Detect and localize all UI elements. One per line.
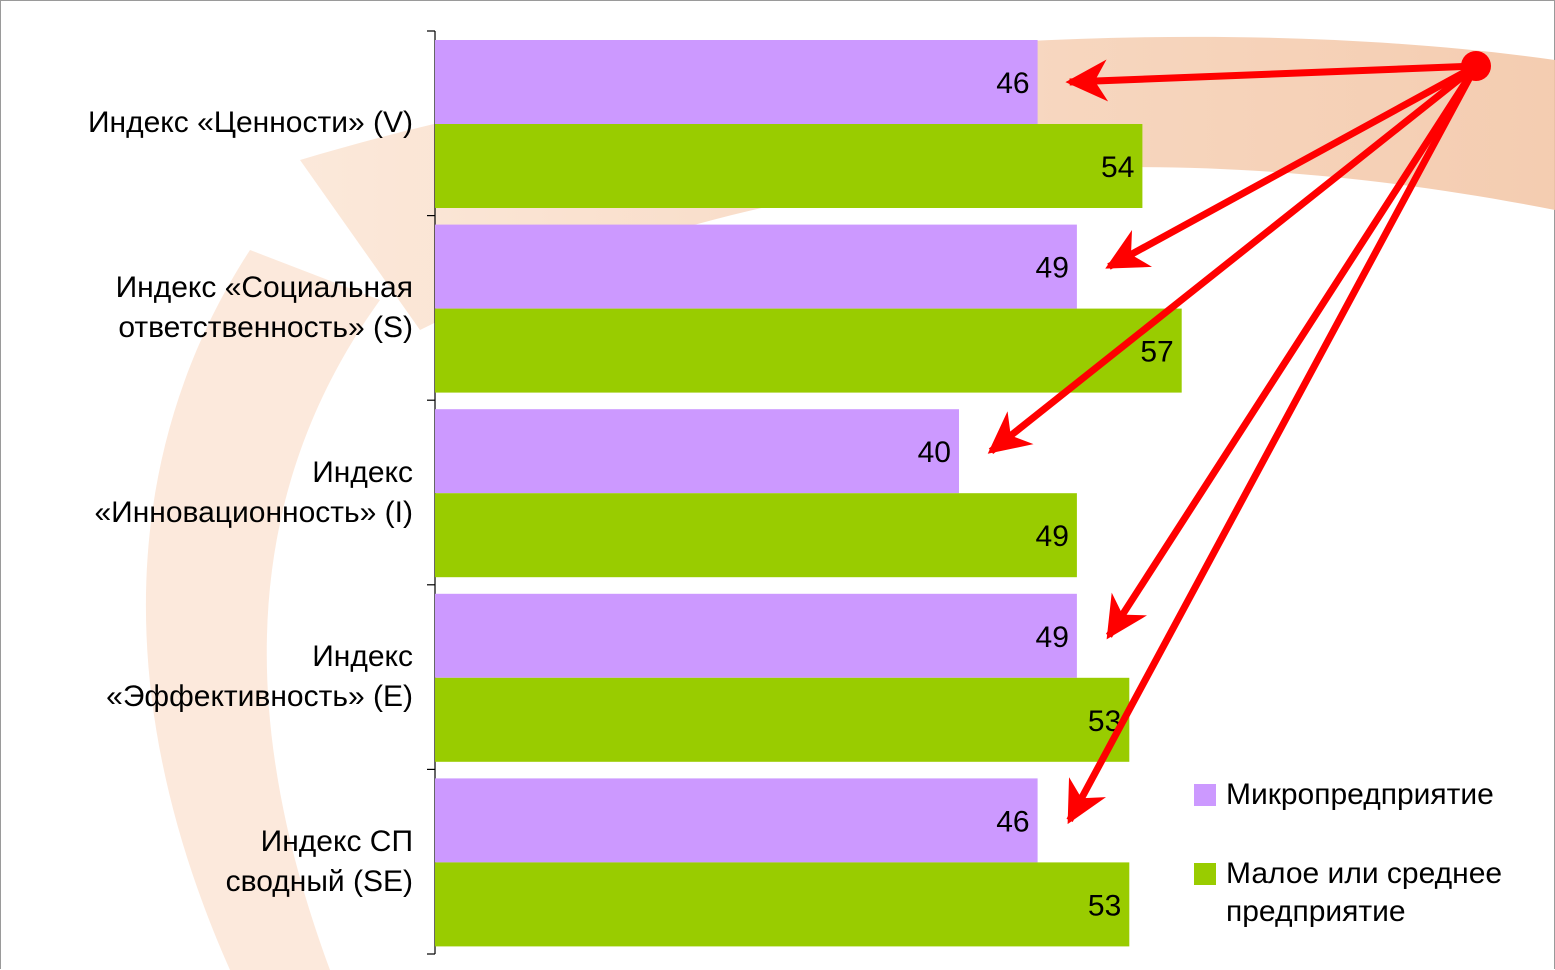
legend-label: Микропредприятие (1226, 778, 1494, 811)
bar-micro-4 (435, 778, 1038, 863)
data-label-sme-2: 49 (1036, 520, 1069, 553)
annotation-arrow-1 (1105, 62, 1478, 270)
category-label-1: Индекс «Социальная ответственность» (S) (115, 270, 413, 344)
annotation-arrow-4 (1066, 64, 1480, 825)
bar-micro-0 (435, 40, 1038, 124)
bar-sme-2 (435, 493, 1077, 578)
annotation-arrow-2 (987, 63, 1479, 454)
category-label-0: Индекс «Ценности» (V) (87, 106, 413, 140)
annotation-arrow-3 (1105, 64, 1479, 640)
annotation-origin-dot (1461, 51, 1491, 81)
data-label-micro-2: 40 (918, 436, 951, 469)
category-label-2: Индекс «Инновационность» (I) (94, 455, 413, 529)
bar-micro-3 (435, 593, 1077, 678)
data-label-sme-1: 57 (1140, 336, 1173, 369)
data-label-sme-4: 53 (1088, 889, 1121, 922)
bar-micro-1 (435, 224, 1077, 309)
category-label-3: Индекс «Эффективность» (E) (106, 640, 413, 714)
legend-label: Малое или среднее предприятие (1226, 857, 1503, 928)
bar-micro-2 (435, 409, 959, 494)
annotation-arrow-0 (1065, 59, 1477, 102)
data-label-micro-4: 46 (996, 805, 1029, 838)
bar-sme-3 (435, 677, 1130, 762)
bar-sme-1 (435, 308, 1182, 393)
data-label-micro-0: 46 (996, 67, 1029, 100)
bar-sme-0 (435, 124, 1143, 208)
category-label-4: Индекс СП сводный (SE) (225, 824, 413, 898)
legend-swatch (1194, 784, 1216, 806)
legend-swatch (1194, 863, 1216, 885)
data-label-micro-3: 49 (1036, 621, 1069, 654)
data-label-micro-1: 49 (1036, 252, 1069, 285)
data-label-sme-0: 54 (1101, 151, 1134, 184)
bar-sme-4 (435, 862, 1130, 947)
